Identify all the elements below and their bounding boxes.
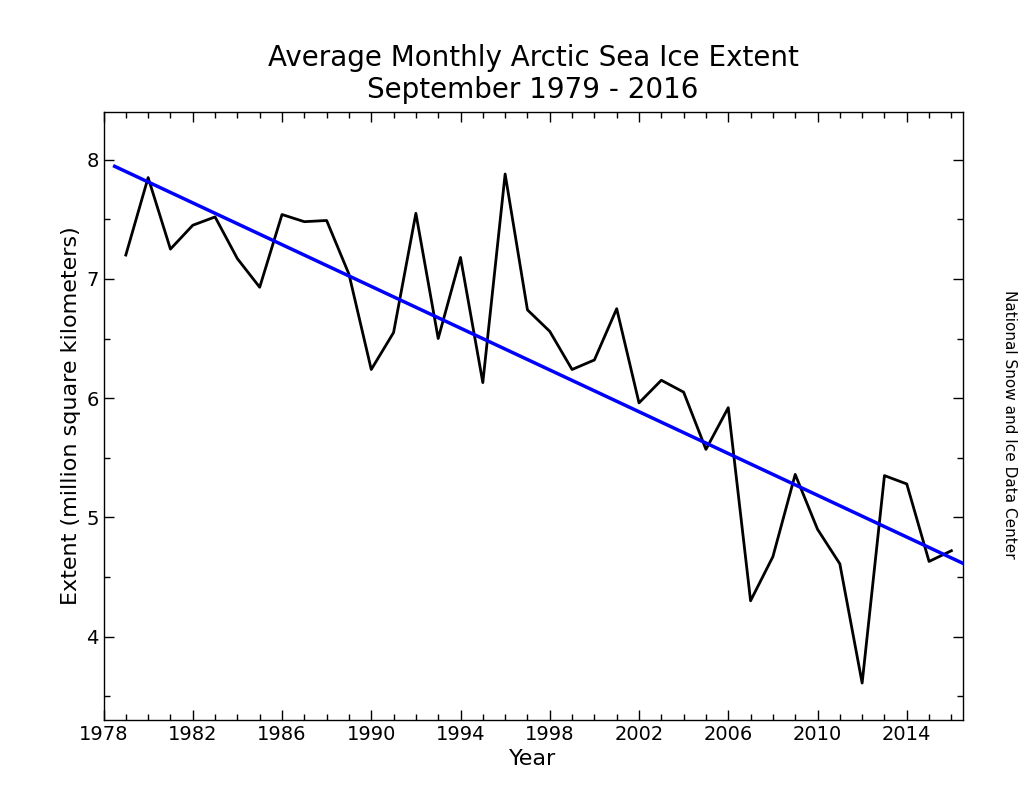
X-axis label: Year: Year	[509, 750, 557, 770]
Title: Average Monthly Arctic Sea Ice Extent
September 1979 - 2016: Average Monthly Arctic Sea Ice Extent Se…	[268, 44, 798, 104]
Text: National Snow and Ice Data Center: National Snow and Ice Data Center	[1002, 290, 1016, 558]
Y-axis label: Extent (million square kilometers): Extent (million square kilometers)	[61, 226, 81, 606]
